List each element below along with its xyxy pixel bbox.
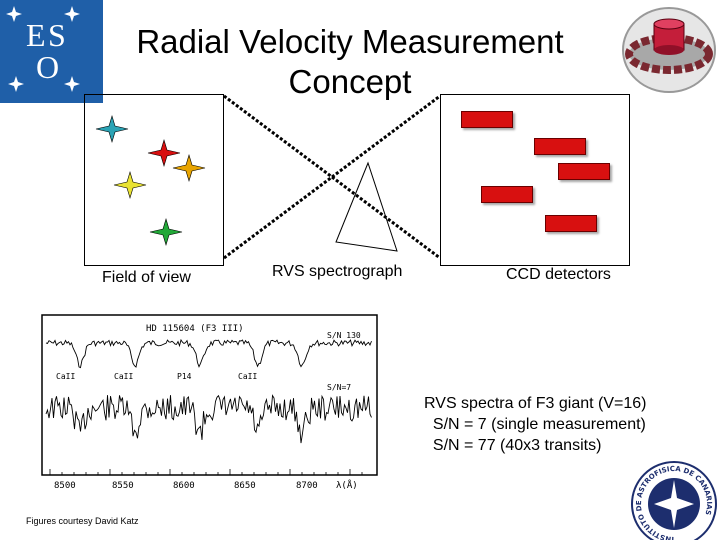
ccd-detector	[461, 111, 513, 128]
ccd-detectors-label: CCD detectors	[506, 266, 611, 283]
spectrograph-prism	[335, 161, 398, 252]
spectrum-low-sn-line	[45, 394, 372, 444]
ccd-detectors-box	[440, 94, 630, 266]
star-icon	[6, 6, 80, 92]
figure-credit: Figures courtesy David Katz	[26, 516, 139, 526]
field-stars	[95, 114, 206, 247]
spectrum-header: HD 115604 (F3 III)	[146, 324, 244, 334]
gaia-satellite-logo	[618, 4, 720, 96]
x-tick-label: 8700	[296, 481, 318, 491]
spectrum-sn-high: S/N 130	[327, 331, 361, 340]
rvs-spectrum-figure: HD 115604 (F3 III) S/N 130 S/N=7 CaII Ca…	[41, 314, 378, 491]
x-tick-label: 8600	[173, 481, 195, 491]
line-id-label: CaII	[238, 372, 257, 381]
caption-line: RVS spectra of F3 giant (V=16)	[424, 395, 647, 412]
x-tick-label: 8550	[112, 481, 134, 491]
x-tick-label: 8650	[234, 481, 256, 491]
connector-line	[223, 94, 441, 260]
ccd-detector	[481, 186, 533, 203]
field-of-view-box	[84, 94, 224, 266]
spectra-caption: RVS spectra of F3 giant (V=16) S/N = 7 (…	[424, 393, 646, 456]
star-yellow-icon	[113, 170, 147, 200]
star-green-icon	[149, 217, 183, 247]
iac-logo: INSTITUTO DE ASTROFISICA DE CANARIAS	[628, 458, 720, 545]
page-title: Radial Velocity Measurement Concept	[136, 23, 564, 100]
light-path-lines	[223, 94, 441, 260]
caption-line: S/N = 77 (40x3 transits)	[424, 437, 602, 454]
line-id-label: P14	[177, 372, 192, 381]
star-red-icon	[147, 138, 181, 168]
eso-letter-e: E	[26, 17, 46, 53]
spectrum-sn-low: S/N=7	[327, 383, 351, 392]
x-tick-label: 8500	[54, 481, 76, 491]
caption-line: S/N = 7 (single measurement)	[424, 416, 646, 433]
line-id-label: CaII	[114, 372, 133, 381]
line-id-label: CaII	[56, 372, 75, 381]
star-icon	[654, 480, 694, 528]
star-cyan-icon	[95, 114, 129, 144]
eso-letter-o: O	[36, 49, 59, 85]
eso-logo: E S O	[0, 0, 103, 103]
spectrum-high-sn-line	[45, 338, 372, 369]
x-axis-unit: λ(Å)	[336, 479, 358, 491]
field-of-view-label: Field of view	[102, 269, 191, 286]
ccd-detector	[534, 138, 586, 155]
ccd-detector	[558, 163, 610, 180]
rvs-spectrograph-label: RVS spectrograph	[272, 263, 403, 280]
ccd-detector	[545, 215, 597, 232]
eso-letter-s: S	[48, 17, 66, 53]
star-orange-icon	[172, 153, 206, 183]
